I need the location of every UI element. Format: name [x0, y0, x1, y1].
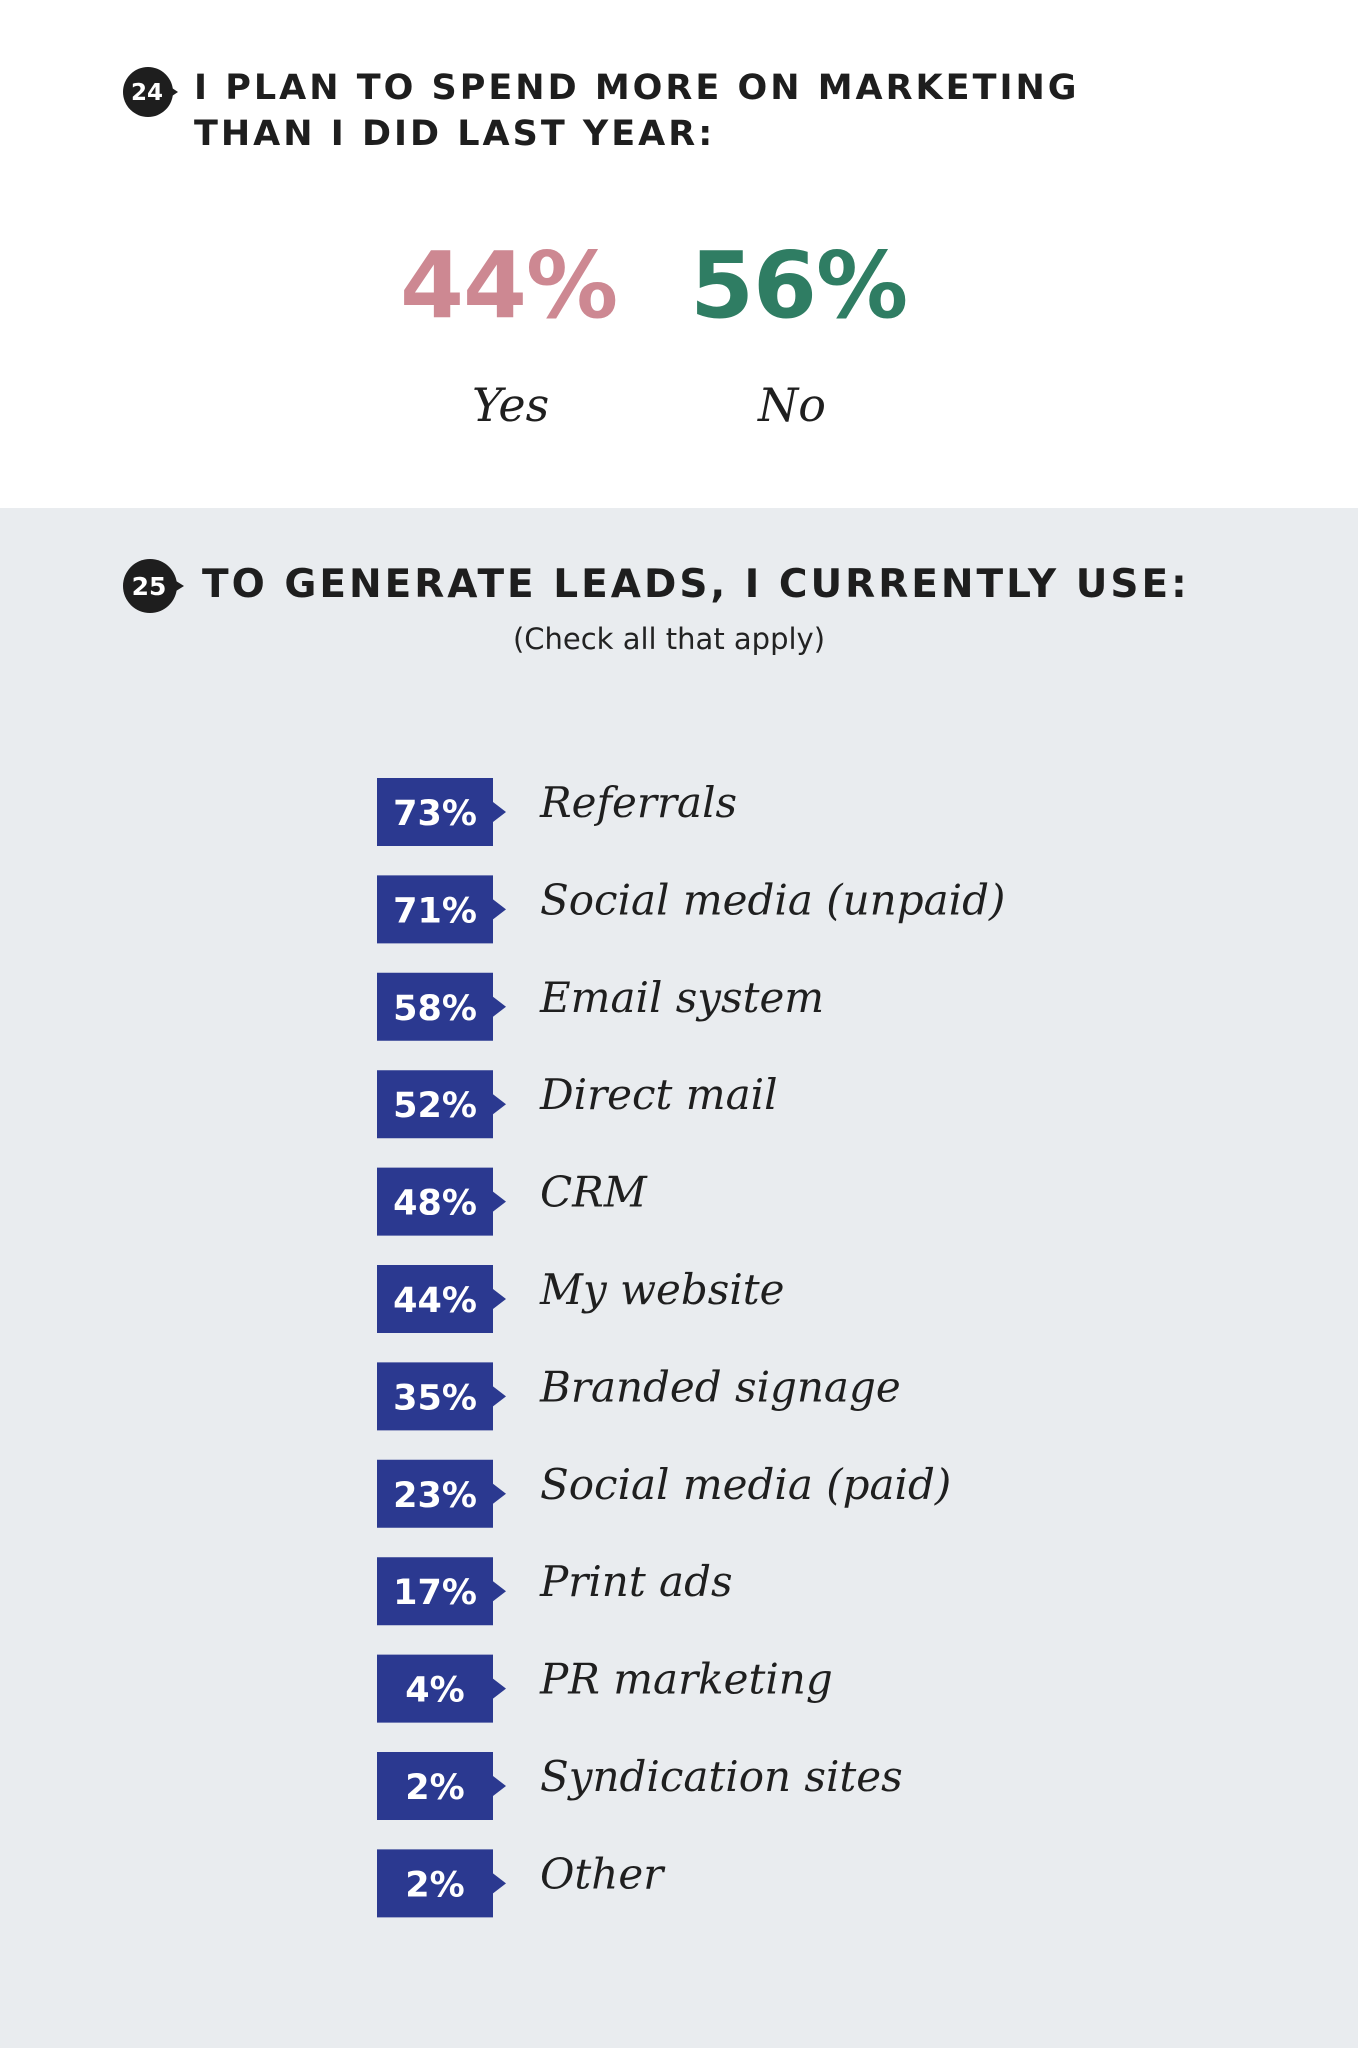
percentage-value: 44%: [393, 1281, 477, 1321]
no-label: No: [758, 378, 826, 432]
percentage-badge: [377, 972, 506, 1041]
lead-source-row: 71% Social media (unpaid): [377, 875, 1005, 944]
percentage-badge: [377, 875, 506, 944]
lead-source-row: 48% CRM: [377, 1167, 648, 1236]
yes-label: Yes: [472, 378, 550, 432]
percentage-badge: [377, 1557, 506, 1626]
percentage-value: 23%: [393, 1476, 477, 1516]
q25-section: [0, 508, 1358, 2048]
lead-source-label: Direct mail: [539, 1070, 778, 1119]
percentage-badge: [377, 1654, 506, 1723]
question-24-badge: 24: [123, 67, 178, 117]
lead-source-label: Social media (paid): [540, 1460, 951, 1509]
percentage-badge: [377, 1459, 506, 1528]
lead-source-row: 58% Email system: [377, 972, 824, 1041]
percentage-badge: [377, 778, 506, 846]
lead-source-label: PR marketing: [539, 1655, 833, 1704]
lead-source-row: 73% Referrals: [377, 778, 737, 846]
lead-source-row: 35% Branded signage: [377, 1362, 901, 1431]
percentage-value: 2%: [405, 1865, 464, 1905]
percentage-value: 58%: [393, 989, 477, 1029]
question-25-badge: 25: [123, 559, 184, 613]
percentage-value: 52%: [393, 1086, 477, 1126]
percentage-value: 4%: [405, 1671, 464, 1711]
percentage-value: 48%: [393, 1184, 477, 1224]
q24-title-line1: I PLAN TO SPEND MORE ON MARKETING: [194, 68, 1080, 108]
yes-percentage: 44%: [400, 232, 618, 339]
lead-source-row: 2% Syndication sites: [377, 1752, 903, 1820]
no-percentage: 56%: [690, 232, 908, 339]
q24-section: [0, 0, 1358, 508]
lead-source-label: My website: [539, 1265, 785, 1314]
percentage-value: 73%: [393, 794, 477, 834]
percentage-value: 71%: [393, 891, 477, 931]
question-25-number: 25: [132, 572, 167, 601]
q24-title-line2: THAN I DID LAST YEAR:: [194, 114, 716, 154]
lead-source-label: Syndication sites: [540, 1752, 903, 1801]
lead-source-label: Branded signage: [539, 1362, 901, 1411]
percentage-badge: [377, 1362, 506, 1431]
lead-source-label: Other: [540, 1849, 666, 1898]
percentage-value: 35%: [393, 1378, 477, 1418]
percentage-badge: [377, 1752, 506, 1820]
lead-source-label: Social media (unpaid): [540, 875, 1005, 924]
lead-source-row: 44% My website: [377, 1265, 785, 1333]
lead-source-row: 2% Other: [377, 1849, 666, 1918]
percentage-badge: [377, 1265, 506, 1333]
lead-source-label: Email system: [539, 973, 824, 1022]
question-24-number: 24: [131, 80, 163, 106]
percentage-badge: [377, 1167, 506, 1236]
percentage-value: 17%: [393, 1573, 477, 1613]
q25-subtitle: (Check all that apply): [512, 622, 826, 656]
lead-source-label: Referrals: [539, 778, 737, 827]
lead-source-row: 52% Direct mail: [377, 1070, 778, 1139]
q25-title: TO GENERATE LEADS, I CURRENTLY USE:: [202, 562, 1190, 607]
lead-source-row: 23% Social media (paid): [377, 1459, 951, 1528]
percentage-badge: [377, 1849, 506, 1918]
percentage-badge: [377, 1070, 506, 1139]
percentage-value: 2%: [405, 1768, 464, 1808]
lead-source-row: 17% Print ads: [377, 1557, 733, 1626]
lead-source-label: CRM: [540, 1168, 648, 1217]
lead-source-row: 4% PR marketing: [377, 1654, 833, 1723]
lead-source-label: Print ads: [539, 1557, 733, 1606]
